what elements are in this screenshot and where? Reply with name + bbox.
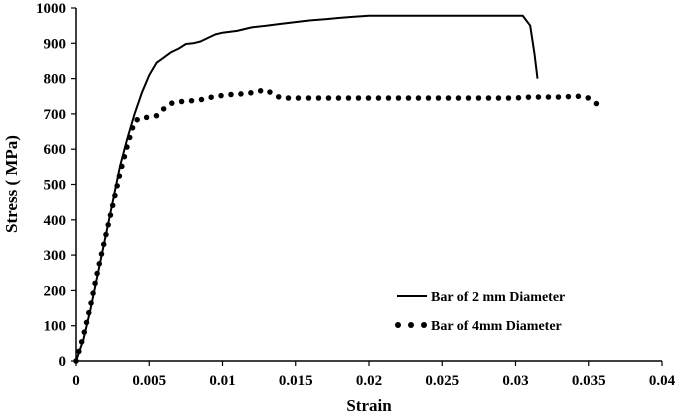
legend-label-4mm: Bar of 4mm Diameter	[431, 319, 562, 334]
x-tick-label: 0.025	[425, 373, 459, 389]
y-tick-label: 500	[44, 178, 67, 194]
y-tick-label: 300	[44, 248, 67, 264]
x-tick-label: 0.015	[279, 373, 313, 389]
x-axis-title: Strain	[346, 396, 392, 415]
plot-area	[75, 8, 662, 362]
legend-dot	[408, 322, 414, 328]
y-axis-ticks: 0 100 200 300 400 500 600 700 800 900 1000	[36, 1, 76, 370]
legend: Bar of 2 mm Diameter Bar of 4mm Diameter	[395, 290, 565, 334]
y-tick-label: 600	[44, 142, 67, 158]
legend-dot	[421, 322, 427, 328]
legend-dot	[395, 322, 401, 328]
legend-swatch-dotted	[395, 322, 427, 328]
y-tick-label: 400	[44, 213, 67, 229]
x-tick-label: 0.01	[209, 373, 235, 389]
x-tick-label: 0.02	[356, 373, 382, 389]
y-tick-label: 100	[44, 319, 67, 335]
x-tick-label: 0.035	[572, 373, 606, 389]
y-tick-label: 800	[44, 72, 67, 88]
y-axis-title: Stress ( MPa)	[2, 135, 21, 233]
x-tick-label: 0.04	[649, 373, 676, 389]
series-line-2mm	[75, 14, 539, 362]
legend-label-2mm: Bar of 2 mm Diameter	[431, 290, 565, 305]
x-axis-ticks: 0 0.005 0.01 0.015 0.02 0.025 0.03 0.035 0.04	[72, 361, 676, 389]
series-layer	[73, 14, 604, 364]
y-tick-label: 0	[59, 354, 67, 370]
x-tick-label: 0.005	[132, 373, 166, 389]
x-tick-label: 0	[72, 373, 80, 389]
y-tick-label: 1000	[36, 1, 66, 17]
x-tick-label: 0.03	[502, 373, 528, 389]
y-tick-label: 700	[44, 107, 67, 123]
y-tick-label: 200	[44, 283, 67, 299]
y-tick-label: 900	[44, 36, 67, 52]
series-line-4mm	[73, 87, 604, 364]
